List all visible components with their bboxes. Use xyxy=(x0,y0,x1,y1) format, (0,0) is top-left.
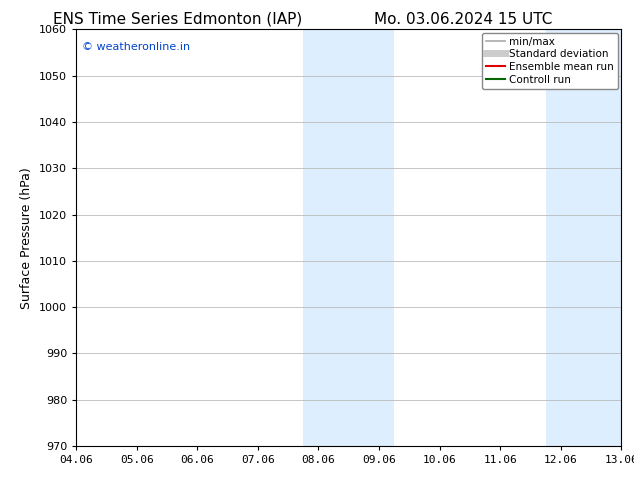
Y-axis label: Surface Pressure (hPa): Surface Pressure (hPa) xyxy=(20,167,34,309)
Legend: min/max, Standard deviation, Ensemble mean run, Controll run: min/max, Standard deviation, Ensemble me… xyxy=(482,32,618,89)
Bar xyxy=(303,29,394,446)
Text: ENS Time Series Edmonton (IAP): ENS Time Series Edmonton (IAP) xyxy=(53,12,302,27)
Text: © weatheronline.in: © weatheronline.in xyxy=(82,42,190,52)
Bar xyxy=(546,29,621,446)
Text: Mo. 03.06.2024 15 UTC: Mo. 03.06.2024 15 UTC xyxy=(373,12,552,27)
